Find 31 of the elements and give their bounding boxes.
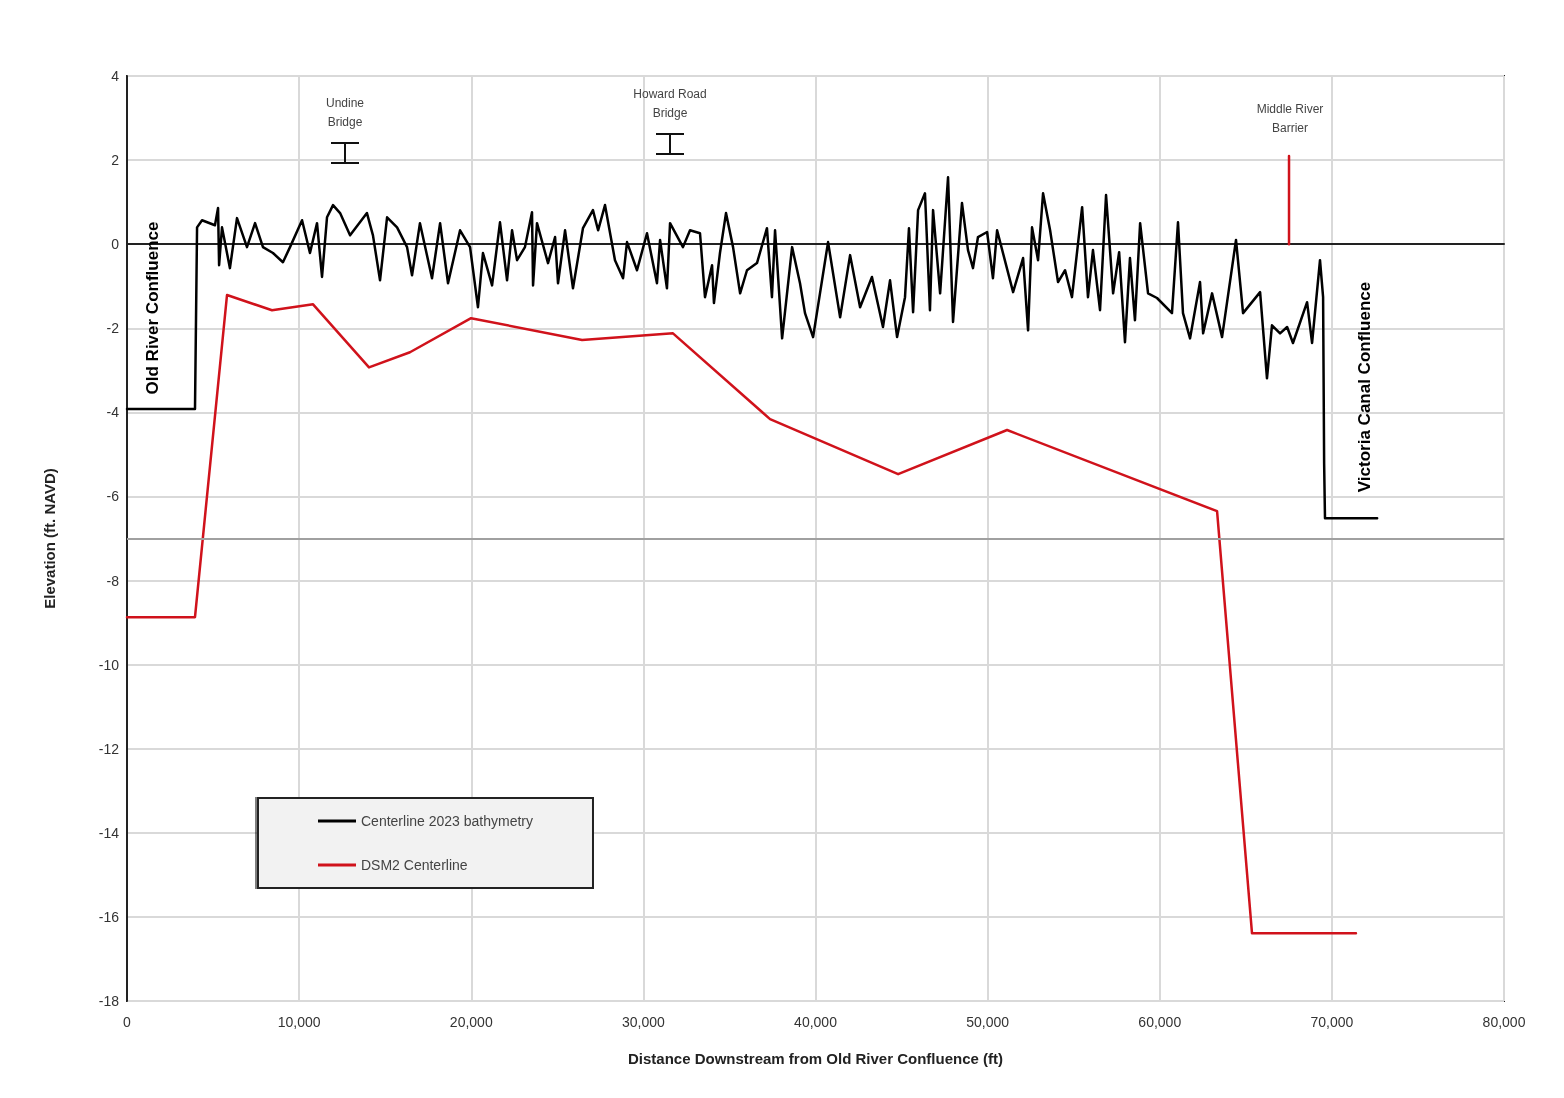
x-tick-label: 20,000 <box>449 1014 493 1030</box>
y-tick-label: -16 <box>98 908 120 925</box>
y-tick-label: -8 <box>106 572 120 589</box>
y-tick-label: 0 <box>111 236 120 253</box>
y-tick-label: 2 <box>111 152 120 169</box>
legend-label: DSM2 Centerline <box>361 857 468 873</box>
x-tick-label: 0 <box>123 1014 132 1030</box>
y-tick-label: -14 <box>98 824 120 841</box>
annotation: Victoria Canal Confluence <box>1354 281 1374 493</box>
x-tick-label: 60,000 <box>1138 1014 1182 1030</box>
annotation: Undine Bridge <box>325 95 365 129</box>
x-tick-label: 70,000 <box>1310 1014 1354 1030</box>
x-tick-label: 50,000 <box>966 1014 1010 1030</box>
annotation: Howard Road Bridge <box>633 86 707 120</box>
y-tick-label: -6 <box>106 488 120 505</box>
x-tick-label: 40,000 <box>794 1014 838 1030</box>
y-tick-label: -10 <box>98 656 120 673</box>
x-axis-title: Distance Downstream from Old River Confluence (ft) <box>627 1050 1004 1067</box>
y-tick-label: -12 <box>98 740 120 757</box>
x-tick-label: 30,000 <box>621 1014 665 1030</box>
y-tick-label: -4 <box>106 404 120 421</box>
y-axis-title: Elevation (ft. NAVD) <box>41 468 58 609</box>
y-tick-label: -2 <box>106 320 120 337</box>
x-tick-label: 80,000 <box>1482 1014 1526 1030</box>
line-series <box>125 176 1379 520</box>
legend-label: Centerline 2023 bathymetry <box>361 813 533 829</box>
annotation: Old River Confluence <box>142 221 162 395</box>
annotation: Middle River Barrier <box>1256 101 1324 135</box>
x-tick-label: 10,000 <box>277 1014 321 1030</box>
y-tick-label: -18 <box>98 993 120 1009</box>
y-tick-label: 4 <box>111 68 120 84</box>
